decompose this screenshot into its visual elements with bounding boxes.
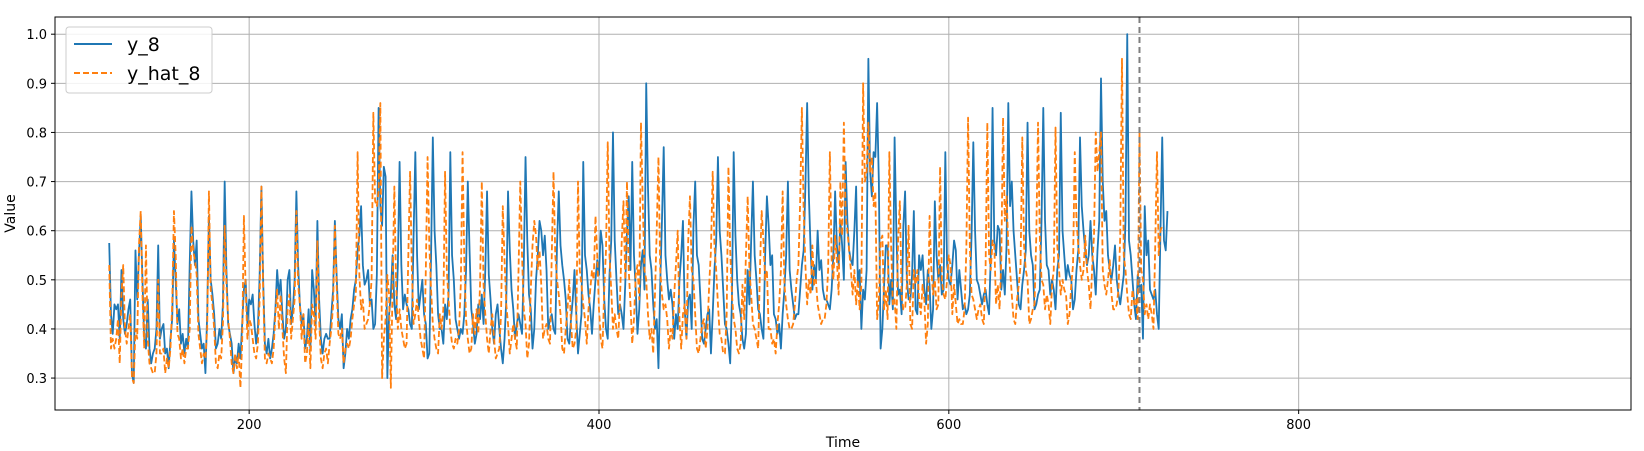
y-tick-label: 0.5	[26, 274, 47, 289]
y-tick-label: 0.8	[26, 126, 47, 141]
x-tick-label: 400	[587, 418, 612, 433]
y-tick-label: 1.0	[26, 28, 47, 43]
x-tick-label: 600	[936, 418, 961, 433]
legend-label-y-hat: y_hat_8	[127, 63, 200, 85]
y-tick-label: 0.4	[26, 323, 47, 338]
plot-frame	[54, 16, 1632, 411]
y-tick-label: 0.7	[26, 176, 47, 191]
series-line-y	[108, 33, 1169, 384]
y-axis-label: Value	[3, 194, 19, 232]
legend: y_8 y_hat_8	[65, 26, 213, 94]
y-tick-label: 0.9	[26, 77, 47, 92]
series-layer	[108, 33, 1169, 389]
x-tick-label: 200	[237, 418, 262, 433]
series-line-y-hat	[108, 57, 1164, 389]
legend-label-y: y_8	[127, 34, 160, 56]
axis-ticks: 200 400 600 800 0.3 0.4 0.5 0.6 0.7 0.8 0.9 1.0	[26, 28, 1311, 433]
x-tick-label: 800	[1286, 418, 1311, 433]
y-tick-label: 0.6	[26, 225, 47, 240]
x-axis-label: Time	[825, 435, 860, 451]
y-tick-label: 0.3	[26, 372, 47, 387]
